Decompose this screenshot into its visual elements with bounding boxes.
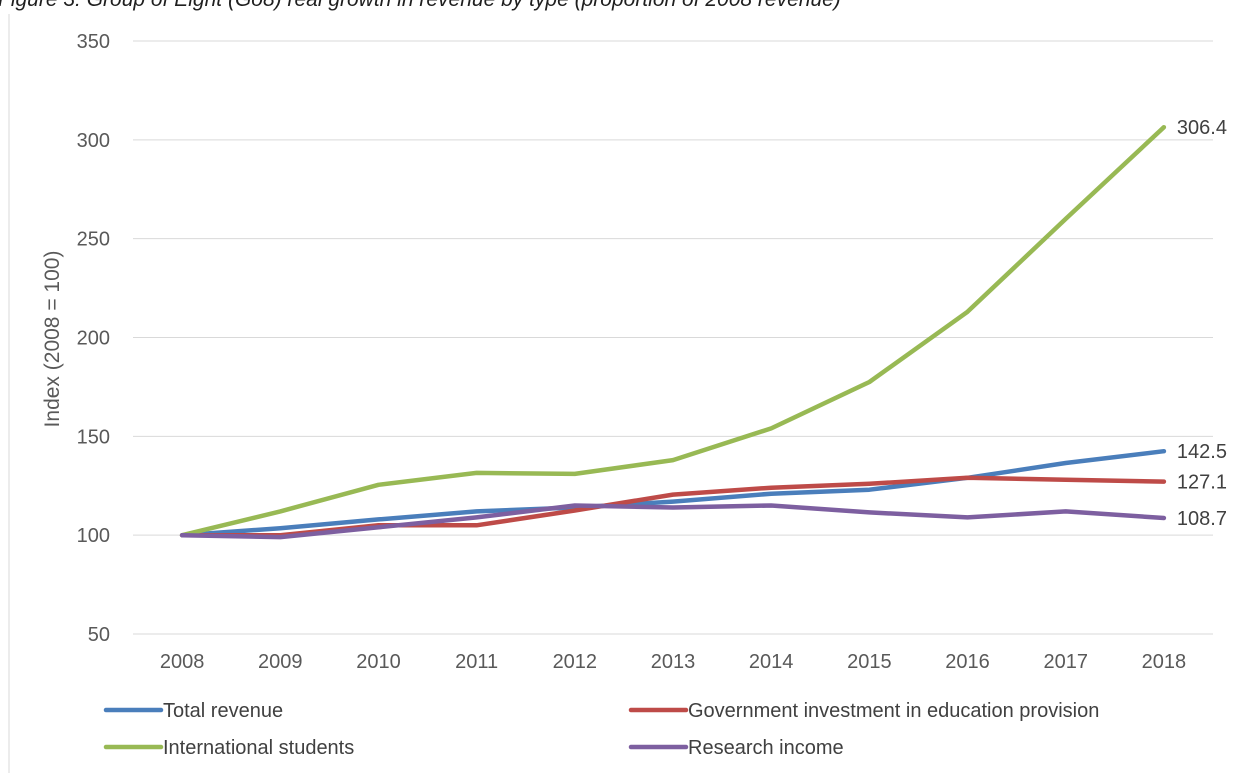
x-tick-label: 2016	[945, 651, 990, 673]
legend-label-2: International students	[163, 737, 354, 759]
y-tick-label: 250	[77, 229, 110, 251]
y-tick-label: 200	[77, 328, 110, 350]
legend-label-3: Research income	[688, 737, 844, 759]
x-axis-ticks: 2008 2009 2010 2011 2012 2013 2014 2015 2016 2017…	[160, 651, 1186, 673]
x-tick-label: 2015	[847, 651, 892, 673]
x-tick-label: 2009	[258, 651, 303, 673]
series-line-3	[179, 503, 1167, 540]
x-tick-label: 2010	[356, 651, 401, 673]
x-tick-label: 2013	[651, 651, 696, 673]
series-line-2	[179, 124, 1167, 538]
x-tick-label: 2008	[160, 651, 205, 673]
y-tick-label: 350	[77, 31, 110, 53]
chart-title: Figure 3: Group of Eight (Go8) real grow…	[0, 0, 841, 11]
legend: Total revenue Government investment in ed…	[103, 700, 1099, 759]
x-tick-label: 2017	[1043, 651, 1088, 673]
end-data-label: 127.1	[1177, 472, 1227, 494]
y-tick-label: 50	[88, 624, 110, 646]
y-tick-label: 150	[77, 426, 110, 448]
series-lines	[179, 124, 1167, 540]
x-tick-label: 2011	[455, 651, 498, 673]
end-data-label: 306.4	[1177, 117, 1227, 139]
legend-label-1: Government investment in education provi…	[688, 700, 1099, 722]
x-tick-label: 2012	[553, 651, 598, 673]
series-line-0	[179, 448, 1167, 538]
end-data-label: 142.5	[1177, 441, 1227, 463]
y-axis-title: Index (2008 = 100)	[41, 251, 64, 428]
data-labels: 142.5 127.1 306.4 108.7	[1177, 117, 1227, 530]
x-tick-label: 2014	[749, 651, 794, 673]
y-tick-label: 100	[77, 525, 110, 547]
y-axis-ticks: 50 100 150 200 250 300 350	[77, 31, 110, 646]
x-tick-label: 2018	[1142, 651, 1187, 673]
legend-label-0: Total revenue	[163, 700, 283, 722]
y-tick-label: 300	[77, 130, 110, 152]
end-data-label: 108.7	[1177, 508, 1227, 530]
gridlines	[133, 40, 1213, 635]
